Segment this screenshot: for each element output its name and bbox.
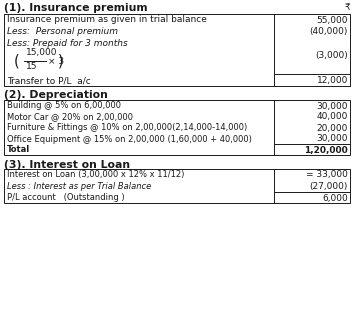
Text: Office Equipment @ 15% on 2,00,000 (1,60,000 + 40,000): Office Equipment @ 15% on 2,00,000 (1,60… [7,134,252,143]
Text: Interest on Loan (3,00,000 x 12% x 11/12): Interest on Loan (3,00,000 x 12% x 11/12… [7,171,184,180]
Text: (3,000): (3,000) [315,51,348,60]
Text: (40,000): (40,000) [310,27,348,36]
Text: (1). Insurance premium: (1). Insurance premium [4,3,148,13]
Bar [4,14,350,86]
Text: 30,000: 30,000 [316,101,348,110]
Text: Motor Car @ 20% on 2,00,000: Motor Car @ 20% on 2,00,000 [7,112,133,121]
Text: 15: 15 [26,62,38,71]
Text: 40,000: 40,000 [316,112,348,121]
Bar [4,169,350,203]
Text: (2). Depreciation: (2). Depreciation [4,90,108,100]
Text: P/L account   (Outstanding ): P/L account (Outstanding ) [7,193,125,203]
Text: Less:  Personal premium: Less: Personal premium [7,27,118,36]
Text: Building @ 5% on 6,00,000: Building @ 5% on 6,00,000 [7,101,121,110]
Text: 12,000: 12,000 [316,76,348,85]
Text: (27,000): (27,000) [310,182,348,191]
Text: (3). Interest on Loan: (3). Interest on Loan [4,160,130,170]
Text: 6,000: 6,000 [322,193,348,203]
Text: 1,20,000: 1,20,000 [304,145,348,154]
Text: Total: Total [7,145,30,154]
Text: (: ( [14,54,20,68]
Bar [4,99,350,154]
Text: × 3: × 3 [48,57,64,66]
Text: Less : Interest as per Trial Balance: Less : Interest as per Trial Balance [7,182,151,191]
Text: ₹: ₹ [344,3,350,12]
Text: = 33,000: = 33,000 [306,171,348,180]
Text: 30,000: 30,000 [316,134,348,143]
Text: 55,000: 55,000 [316,16,348,25]
Text: Insurance premium as given in trial balance: Insurance premium as given in trial bala… [7,16,207,25]
Text: ): ) [58,54,64,68]
Text: Furniture & Fittings @ 10% on 2,00,000(2,14,000-14,000): Furniture & Fittings @ 10% on 2,00,000(2… [7,123,247,132]
Text: Less: Prepaid for 3 months: Less: Prepaid for 3 months [7,38,128,47]
Text: 20,000: 20,000 [316,123,348,132]
Text: Transfer to P/L  a/c: Transfer to P/L a/c [7,76,91,85]
Text: 15,000: 15,000 [26,48,57,57]
